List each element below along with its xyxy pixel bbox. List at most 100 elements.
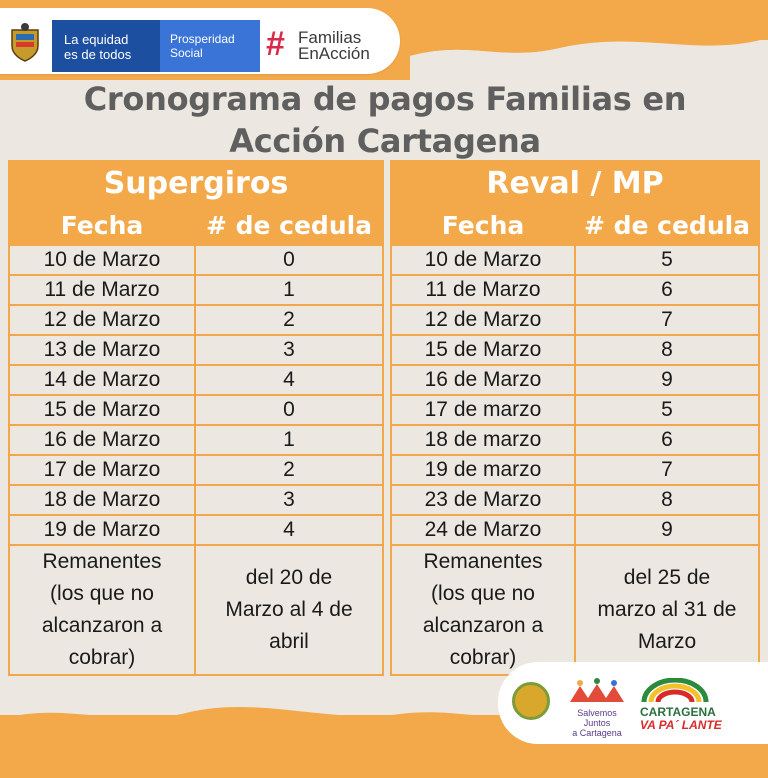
cedula-cell: 4 [193, 514, 385, 546]
prosperidad-logo-block: Prosperidad Social [160, 20, 260, 72]
date-cell: 10 de Marzo [390, 244, 576, 276]
people-group-icon [570, 678, 624, 702]
date-cell: 15 de Marzo [8, 394, 196, 426]
salvemos-juntos-logo: Salvemos Juntos a Cartagena [564, 678, 630, 738]
rem-value-line: abril [269, 630, 309, 653]
gov-line2: es de todos [64, 47, 132, 62]
table-row: 23 de Marzo 8 [390, 484, 760, 516]
rem-value-line: del 25 de [623, 566, 711, 589]
cedula-cell: 6 [574, 424, 760, 456]
cedula-cell: 9 [574, 514, 760, 546]
supergiros-table: Supergiros Fecha # de cedula 10 de Marzo… [7, 160, 385, 676]
reval-mp-table: Reval / MP Fecha # de cedula 10 de Marzo… [390, 160, 760, 676]
col-header-fecha: Fecha [8, 204, 196, 246]
date-cell: 19 de marzo [390, 454, 576, 486]
table-row: 14 de Marzo 4 [8, 364, 385, 396]
page-title: Cronograma de pagos Familias en Acción C… [60, 78, 710, 162]
footer-logos-panel: Salvemos Juntos a Cartagena CARTAGENA VA… [498, 662, 768, 744]
cedula-cell: 0 [193, 394, 385, 426]
table-row: 13 de Marzo 3 [8, 334, 385, 366]
date-cell: 11 de Marzo [8, 274, 196, 306]
cedula-cell: 1 [193, 274, 385, 306]
table-row: 18 de marzo 6 [390, 424, 760, 456]
table-row: 17 de Marzo 2 [8, 454, 385, 486]
date-cell: 24 de Marzo [390, 514, 576, 546]
table-row: 12 de Marzo 7 [390, 304, 760, 336]
cedula-cell: 5 [574, 394, 760, 426]
gov-line1: La equidad [64, 32, 129, 47]
rem-label-line: (los que no [50, 582, 154, 605]
familias-logo-text: Familias EnAcción [298, 28, 370, 63]
rem-value-line: Marzo [637, 630, 697, 653]
col-header-cedula: # de cedula [193, 204, 385, 246]
rem-label-line: alcanzaron a [422, 614, 544, 637]
date-cell: 17 de marzo [390, 394, 576, 426]
cedula-cell: 9 [574, 364, 760, 396]
table-row: 16 de Marzo 1 [8, 424, 385, 456]
cedula-cell: 5 [574, 244, 760, 276]
fa-line2: EnAcción [298, 44, 370, 63]
salvemos-line2: a Cartagena [572, 728, 622, 738]
table-row: 10 de Marzo 5 [390, 244, 760, 276]
remanentes-label: Remanentes (los que no alcanzaron a cobr… [390, 544, 576, 676]
table-row: 10 de Marzo 0 [8, 244, 385, 276]
cedula-cell: 6 [574, 274, 760, 306]
rem-value-line: del 20 de [245, 566, 333, 589]
cedula-cell: 3 [193, 484, 385, 516]
remanentes-label: Remanentes (los que no alcanzaron a cobr… [8, 544, 196, 676]
cartagena-seal-icon [512, 682, 550, 720]
table-row: 12 de Marzo 2 [8, 304, 385, 336]
colombia-shield-icon [11, 23, 39, 62]
salvemos-line1: Salvemos Juntos [577, 708, 617, 728]
rem-label-line: (los que no [431, 582, 535, 605]
date-cell: 13 de Marzo [8, 334, 196, 366]
table-row: 15 de Marzo 0 [8, 394, 385, 426]
table-row: 11 de Marzo 6 [390, 274, 760, 306]
table-row: 15 de Marzo 8 [390, 334, 760, 366]
cedula-cell: 2 [193, 304, 385, 336]
gov-logo-block: La equidad es de todos [52, 20, 160, 72]
fa-line1: Familias [298, 28, 362, 47]
date-cell: 19 de Marzo [8, 514, 196, 546]
remanentes-row: Remanentes (los que no alcanzaron a cobr… [390, 544, 760, 676]
remanentes-row: Remanentes (los que no alcanzaron a cobr… [8, 544, 385, 676]
rem-label-line: alcanzaron a [41, 614, 163, 637]
cedula-cell: 0 [193, 244, 385, 276]
table-title: Reval / MP [390, 160, 760, 206]
table-row: 16 de Marzo 9 [390, 364, 760, 396]
cedula-cell: 7 [574, 454, 760, 486]
table-row: 18 de Marzo 3 [8, 484, 385, 516]
cedula-cell: 4 [193, 364, 385, 396]
rem-value-line: marzo al 31 de [597, 598, 737, 621]
date-cell: 17 de Marzo [8, 454, 196, 486]
cartagena-line2: VA PA´ LANTE [640, 718, 722, 732]
ps-line2: Social [170, 46, 203, 60]
date-cell: 14 de Marzo [8, 364, 196, 396]
col-header-cedula: # de cedula [574, 204, 760, 246]
date-cell: 10 de Marzo [8, 244, 196, 276]
date-cell: 11 de Marzo [390, 274, 576, 306]
rem-label-line: cobrar) [68, 646, 136, 669]
ps-line1: Prosperidad [170, 32, 235, 46]
table-title: Supergiros [7, 160, 385, 206]
cartagena-line1: CARTAGENA [640, 705, 716, 719]
cedula-cell: 2 [193, 454, 385, 486]
date-cell: 23 de Marzo [390, 484, 576, 516]
date-cell: 18 de marzo [390, 424, 576, 456]
date-cell: 16 de Marzo [8, 424, 196, 456]
rem-label-line: Remanentes [42, 550, 162, 573]
title-line2: Acción Cartagena [229, 122, 541, 160]
date-cell: 18 de Marzo [8, 484, 196, 516]
table-row: 24 de Marzo 9 [390, 514, 760, 546]
remanentes-dates: del 25 de marzo al 31 de Marzo [574, 544, 760, 676]
date-cell: 16 de Marzo [390, 364, 576, 396]
table-row: 19 de marzo 7 [390, 454, 760, 486]
col-header-fecha: Fecha [390, 204, 576, 246]
table-row: 19 de Marzo 4 [8, 514, 385, 546]
cedula-cell: 1 [193, 424, 385, 456]
table-row: 17 de marzo 5 [390, 394, 760, 426]
rem-label-line: Remanentes [423, 550, 543, 573]
rem-label-line: cobrar) [449, 646, 517, 669]
date-cell: 15 de Marzo [390, 334, 576, 366]
title-line1: Cronograma de pagos Familias en [83, 80, 687, 118]
